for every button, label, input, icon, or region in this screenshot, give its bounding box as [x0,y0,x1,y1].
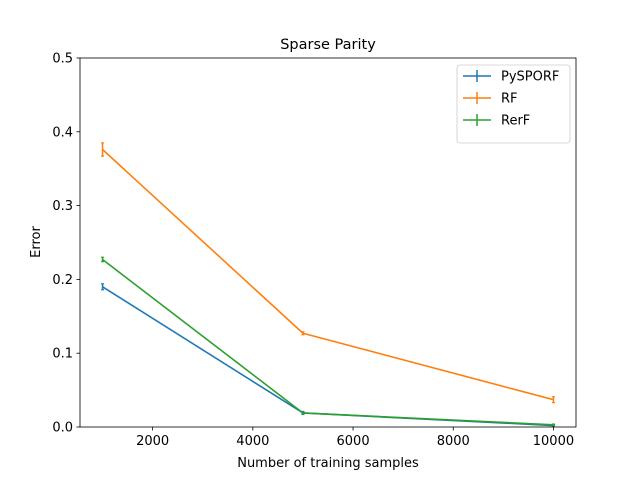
y-tick-label: 0.5 [52,52,73,67]
y-axis: 0.0 0.1 0.2 0.3 0.4 0.5 [52,52,80,436]
legend-label-pysporf: PySPORF [501,70,559,85]
legend-label-rf: RF [501,92,518,107]
x-axis: 2000 4000 6000 8000 10000 [136,427,574,449]
y-tick-label: 0.4 [52,125,73,140]
x-tick-label: 4000 [236,434,269,449]
y-tick-label: 0.3 [52,199,73,214]
x-tick-label: 10000 [533,434,574,449]
y-axis-label: Error [29,226,44,258]
x-tick-label: 6000 [337,434,370,449]
series-line-pysporf [102,286,554,427]
x-tick-label: 2000 [136,434,169,449]
axes-frame [79,57,577,428]
series-line-rf [102,148,554,401]
legend-label-rerf: RerF [501,114,530,129]
legend: PySPORF RF RerF [456,64,571,144]
x-tick-label: 8000 [437,434,470,449]
legend-box [456,64,571,144]
series-line-rerf [102,258,554,426]
chart-title: Sparse Parity [280,37,376,53]
y-tick-label: 0.1 [52,347,73,362]
y-tick-label: 0.0 [52,421,73,436]
plot-area [79,57,577,428]
y-tick-label: 0.2 [52,273,73,288]
x-axis-label: Number of training samples [237,456,419,471]
